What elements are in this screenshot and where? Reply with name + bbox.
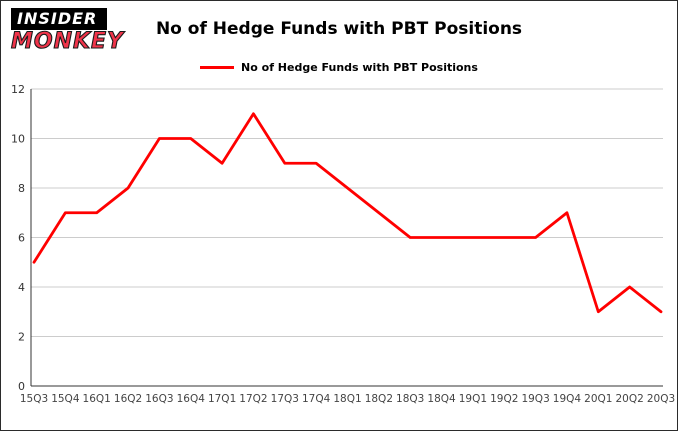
x-tick-label: 18Q4 xyxy=(427,393,456,405)
y-tick-label: 0 xyxy=(18,380,25,393)
chart-legend: No of Hedge Funds with PBT Positions xyxy=(1,61,677,74)
x-tick-label: 15Q4 xyxy=(51,393,80,405)
y-tick-label: 4 xyxy=(18,281,25,294)
insider-monkey-logo: INSIDER MONKEY xyxy=(10,8,125,54)
chart-area: 0 2 4 6 8 10 12 15Q3 15Q4 16Q1 16Q2 16Q3 16Q4 17Q1 17Q… xyxy=(1,79,677,429)
chart-title: No of Hedge Funds with PBT Positions xyxy=(155,19,523,39)
x-tick-label: 19Q4 xyxy=(553,393,582,405)
logo-monkey-text: MONKEY xyxy=(10,29,125,54)
x-tick-label: 20Q1 xyxy=(584,393,612,405)
y-tick-label: 8 xyxy=(18,182,25,195)
x-tick-label: 18Q2 xyxy=(365,393,393,405)
y-tick-label: 6 xyxy=(18,232,25,245)
legend-label: No of Hedge Funds with PBT Positions xyxy=(241,61,478,74)
y-tick-label: 12 xyxy=(11,83,25,96)
x-tick-label: 17Q4 xyxy=(302,393,331,405)
x-tick-label: 19Q2 xyxy=(490,393,518,405)
x-tick-label: 16Q3 xyxy=(145,393,173,405)
x-tick-label: 20Q2 xyxy=(615,393,643,405)
y-tick-label: 10 xyxy=(11,133,25,146)
x-tick-label: 16Q2 xyxy=(114,393,142,405)
x-tick-label: 16Q1 xyxy=(83,393,111,405)
x-tick-label: 17Q1 xyxy=(208,393,236,405)
x-tick-label: 18Q3 xyxy=(396,393,424,405)
logo-insider-text: INSIDER xyxy=(11,8,108,30)
x-tick-label: 15Q3 xyxy=(20,393,48,405)
series-line xyxy=(32,112,663,314)
x-tick-label: 19Q3 xyxy=(521,393,549,405)
x-tick-label: 18Q1 xyxy=(333,393,361,405)
x-tick-label: 19Q1 xyxy=(459,393,487,405)
x-tick-label: 17Q2 xyxy=(239,393,267,405)
legend-line-swatch xyxy=(200,66,235,69)
x-tick-label: 16Q4 xyxy=(177,393,206,405)
x-tick-label: 20Q3 xyxy=(647,393,675,405)
y-tick-label: 2 xyxy=(18,331,25,344)
x-tick-label: 17Q3 xyxy=(271,393,299,405)
